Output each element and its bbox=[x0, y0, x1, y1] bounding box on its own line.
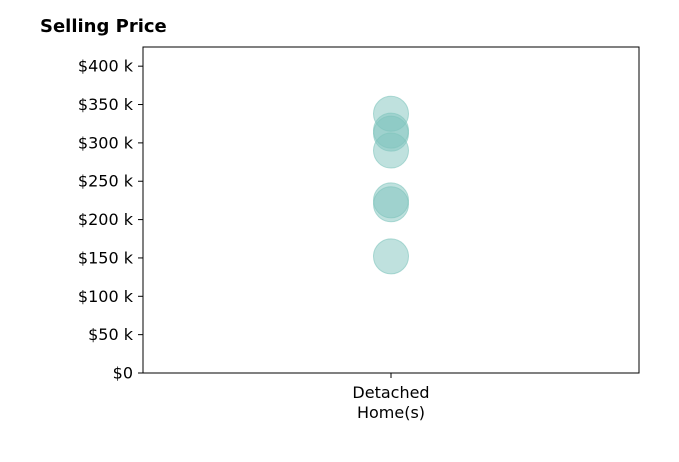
data-point bbox=[373, 132, 409, 169]
y-tick-label: $300 k bbox=[78, 133, 134, 152]
y-tick-label: $50 k bbox=[88, 325, 134, 344]
x-axis: Detached Home(s) bbox=[352, 373, 430, 422]
y-tick-label: $100 k bbox=[78, 287, 134, 306]
chart-title: Selling Price bbox=[40, 16, 167, 37]
data-point bbox=[373, 238, 409, 275]
y-tick-label: $350 k bbox=[78, 95, 134, 114]
y-axis: $0 $50 k $100 k $150 k $200 k $250 k $300 k $35… bbox=[78, 57, 143, 383]
data-point bbox=[373, 186, 409, 223]
data-points bbox=[373, 95, 409, 275]
y-tick-label: $400 k bbox=[78, 57, 134, 76]
y-tick-label: $250 k bbox=[78, 172, 134, 191]
x-tick-label: Detached Home(s) bbox=[352, 383, 429, 422]
y-tick-label: $0 bbox=[113, 364, 133, 383]
y-tick-label: $200 k bbox=[78, 210, 134, 229]
y-tick-label: $150 k bbox=[78, 248, 134, 267]
